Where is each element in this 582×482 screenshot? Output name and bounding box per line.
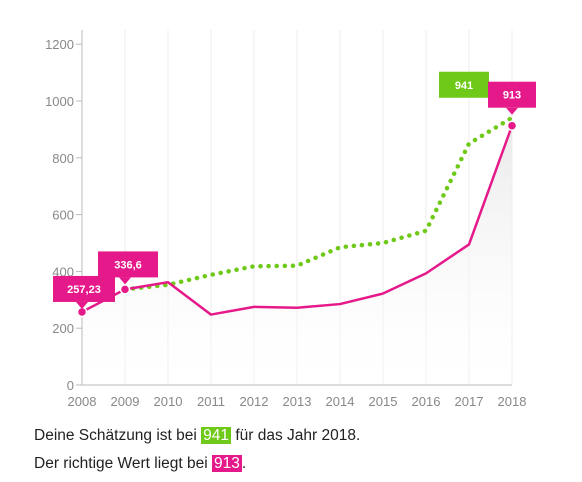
x-tick-label: 2017 — [455, 394, 484, 409]
y-tick-label: 1200 — [45, 37, 74, 52]
x-tick-label: 2018 — [498, 394, 527, 409]
x-tick-label: 2009 — [111, 394, 140, 409]
actual-area-fill — [82, 125, 512, 385]
data-labels: 257,23 336,6 941 913 — [53, 71, 536, 309]
y-tick-label: 400 — [52, 264, 74, 279]
actual-2009-data-label-pointer — [119, 277, 131, 285]
actual-2018-data-label-box — [488, 81, 536, 108]
actual-2018-data-label: 913 — [503, 90, 521, 102]
series — [76, 115, 518, 318]
actual-point-marker — [119, 284, 131, 295]
actual-2008-data-label-box — [53, 275, 115, 302]
x-tick-label: 2014 — [326, 394, 355, 409]
x-tick-label: 2016 — [412, 394, 441, 409]
actual-series-line — [81, 125, 514, 316]
axes: 2008 2009 2010 2011 2012 2013 2014 2015 2016 2017… — [45, 30, 526, 409]
y-tick-label: 200 — [52, 321, 74, 336]
x-tick-label: 2015 — [369, 394, 398, 409]
line-chart: 2008 2009 2010 2011 2012 2013 2014 2015 2016 2017… — [45, 30, 536, 409]
actual-2018-data-label-pointer — [506, 107, 518, 115]
y-tick-label: 800 — [52, 151, 74, 166]
estimate-summary-suffix: für das Jahr 2018. — [231, 427, 361, 444]
estimate-2018-data-label-box — [439, 71, 489, 98]
estimate-value-highlight: 941 — [201, 427, 232, 444]
x-tick-label: 2013 — [283, 394, 312, 409]
x-tick-label: 2012 — [240, 394, 269, 409]
x-tick-label: 2010 — [154, 394, 183, 409]
y-tick-label: 1000 — [45, 94, 74, 109]
area-fill — [82, 125, 512, 385]
actual-2009-data-label-box — [98, 251, 158, 278]
estimate-summary-text: Deine Schätzung ist bei — [34, 427, 202, 444]
estimate-2018-data-label: 941 — [455, 80, 473, 92]
actual-summary-text: Der richtige Wert liegt bei — [34, 455, 213, 472]
x-tick-label: 2011 — [197, 394, 225, 409]
x-tick-label: 2008 — [68, 394, 97, 409]
y-tick-label: 0 — [67, 378, 74, 393]
actual-value-highlight: 913 — [212, 455, 242, 472]
actual-2008-data-label-pointer — [76, 301, 88, 309]
actual-summary: Der richtige Wert liegt bei 913. — [34, 455, 246, 473]
estimate-series-line — [122, 115, 515, 292]
actual-summary-suffix: . — [241, 455, 247, 472]
actual-2009-data-label: 336,6 — [114, 259, 142, 271]
estimate-summary: Deine Schätzung ist bei 941 für das Jahr… — [34, 427, 360, 445]
actual-2008-data-label: 257,23 — [67, 284, 101, 296]
actual-point-marker — [506, 120, 518, 131]
y-tick-label: 600 — [52, 208, 74, 223]
